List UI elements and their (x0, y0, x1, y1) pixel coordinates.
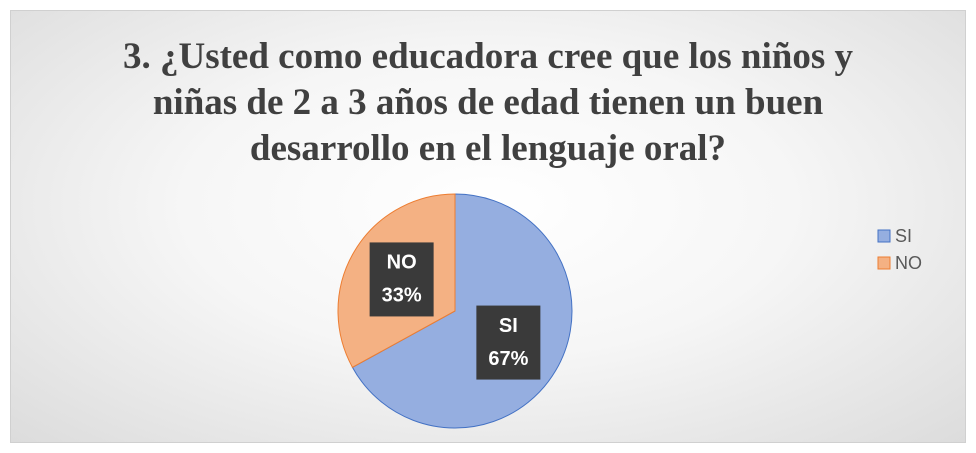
data-label-category: NO (387, 252, 417, 274)
data-label-value: 33% (382, 285, 422, 307)
chart-title: 3. ¿Usted como educadora cree que los ni… (122, 36, 854, 169)
legend-swatch (877, 256, 891, 270)
legend-label: NO (895, 253, 922, 273)
data-label-box (369, 242, 434, 317)
legend-label: SI (895, 226, 912, 246)
legend-swatch (877, 229, 891, 243)
data-label-value: 67% (488, 348, 528, 370)
data-label-category: SI (499, 315, 518, 337)
data-label-box (476, 305, 541, 380)
